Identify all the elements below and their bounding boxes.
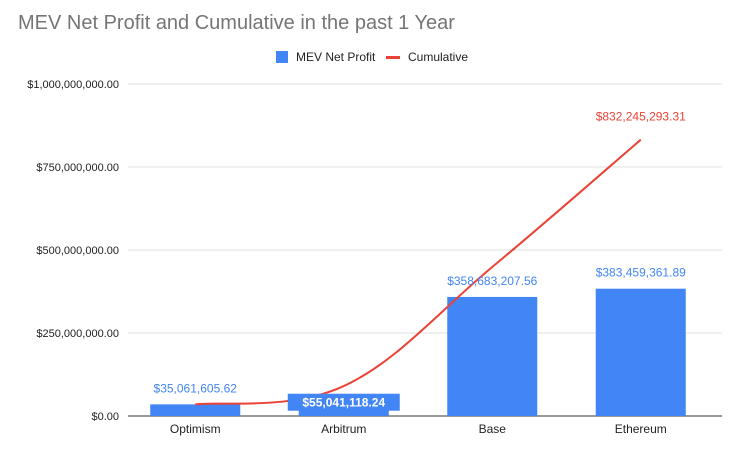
y-tick-label: $500,000,000.00: [36, 245, 119, 257]
bar-label-bg: [287, 393, 400, 411]
x-tick-label: Arbitrum: [321, 422, 366, 436]
chart-title: MEV Net Profit and Cumulative in the pas…: [18, 12, 455, 34]
bar-optimism: [150, 404, 241, 416]
x-tick-label: Ethereum: [615, 422, 667, 436]
legend-label-cumulative: Cumulative: [408, 50, 469, 64]
y-tick-label: $0.00: [91, 411, 119, 423]
legend-item-net-profit[interactable]: MEV Net Profit: [276, 50, 375, 64]
legend-item-cumulative[interactable]: Cumulative: [386, 50, 468, 64]
y-tick-label: $250,000,000.00: [36, 328, 119, 340]
y-tick-label: $750,000,000.00: [36, 162, 119, 174]
bar-data-label: $358,683,207.56: [447, 274, 537, 288]
legend-swatch-bar: [276, 51, 288, 63]
legend: MEV Net Profit Cumulative: [0, 50, 737, 66]
legend-label-net-profit: MEV Net Profit: [296, 50, 376, 64]
line-data-label: $832,245,293.31: [596, 110, 686, 124]
bar-data-label: $35,061,605.62: [154, 381, 238, 395]
bar-data-label: $383,459,361.89: [596, 266, 686, 280]
bar-data-label: $55,041,118.24: [302, 396, 385, 410]
x-tick-label: Base: [479, 422, 507, 436]
bar-base: [447, 296, 538, 416]
bar-ethereum: [595, 288, 686, 416]
x-tick-label: Optimism: [170, 422, 221, 436]
y-tick-label: $1,000,000,000.00: [27, 79, 119, 91]
legend-swatch-line: [386, 55, 400, 59]
cumulative-line: [195, 138, 642, 406]
